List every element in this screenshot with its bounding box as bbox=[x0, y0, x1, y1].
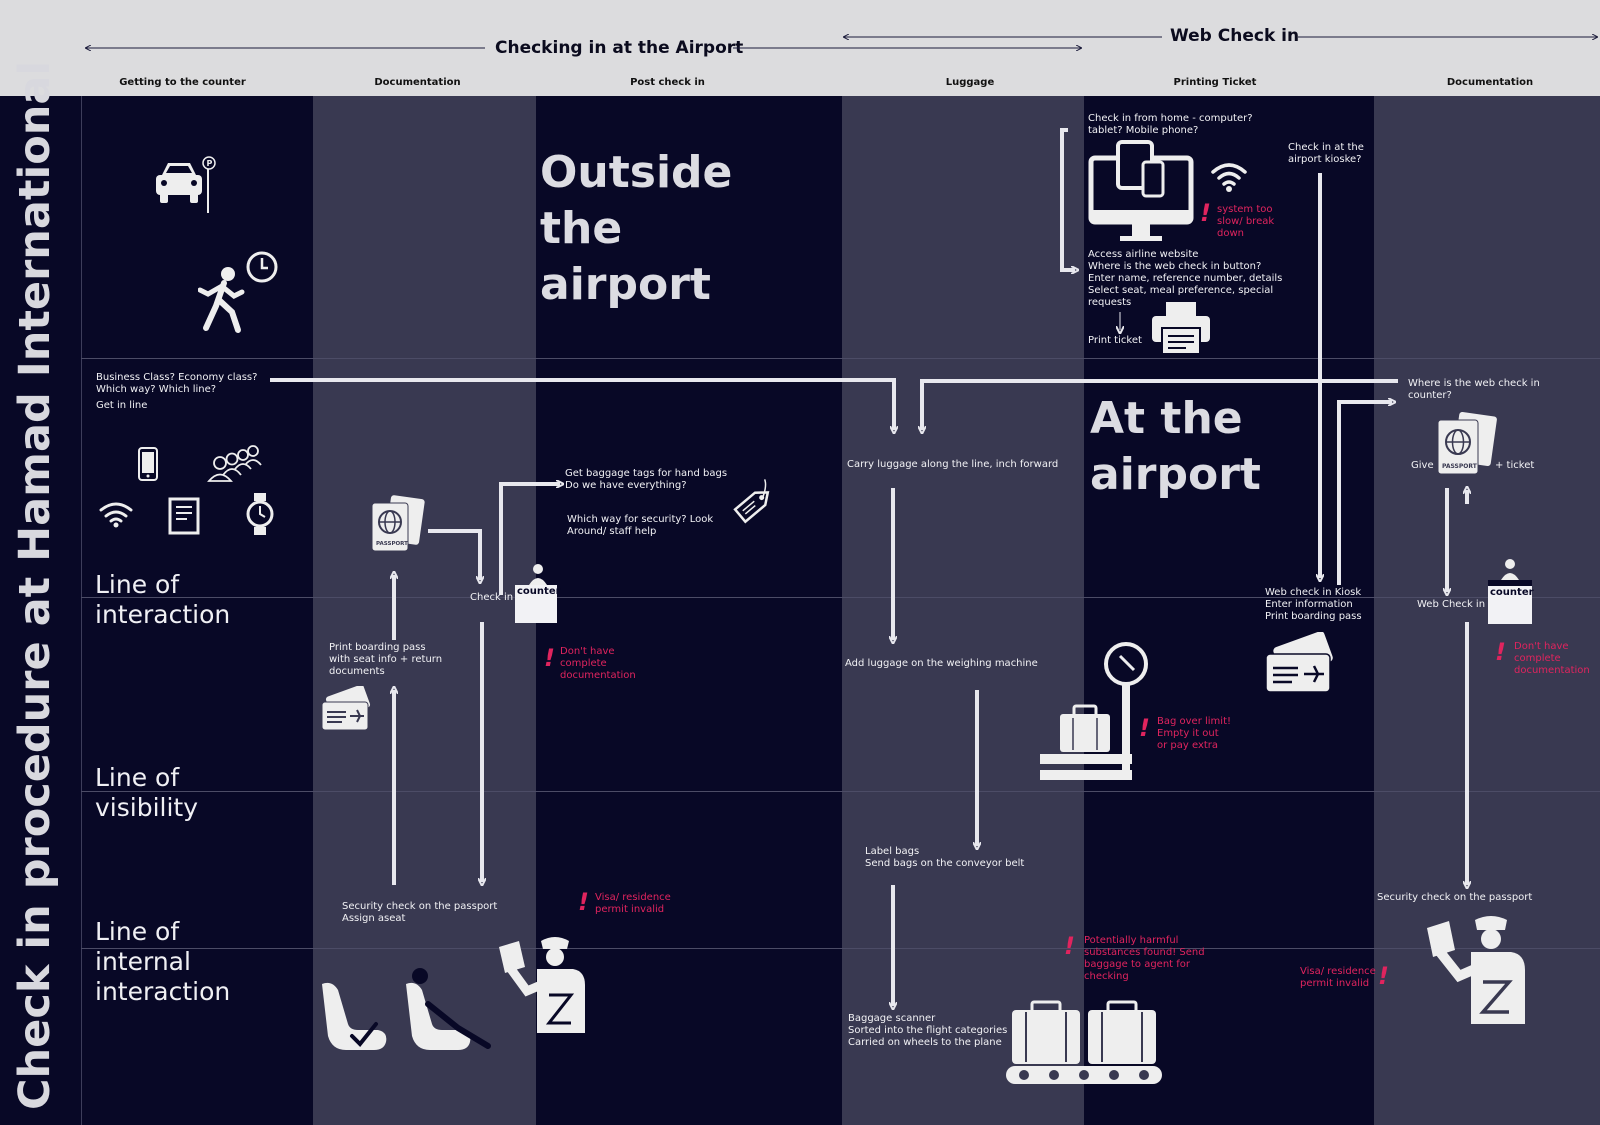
baggage-tags-text: Get baggage tags for hand bags Do we hav… bbox=[565, 468, 728, 491]
web-check-in-label: Web Check in bbox=[1417, 599, 1486, 610]
passport-officer-icon bbox=[499, 937, 585, 1033]
class-question-text: Business Class? Economy class? Which way… bbox=[96, 372, 258, 411]
plus-ticket-text: + ticket bbox=[1495, 460, 1535, 471]
mobile-phone-icon bbox=[138, 447, 158, 481]
divider-outside-at-airport bbox=[81, 358, 1600, 359]
row-label-line-of-internal-interaction: Line of internal interaction bbox=[95, 917, 231, 1006]
passport-icon-2: PASSPORT bbox=[1437, 412, 1497, 475]
svg-text:PASSPORT: PASSPORT bbox=[376, 541, 408, 547]
fail-point-system-icon: ! bbox=[1200, 199, 1211, 227]
title-bar bbox=[0, 96, 82, 1125]
wifi-icon bbox=[99, 502, 133, 528]
where-web-counter-text: Where is the web check in counter? bbox=[1408, 378, 1540, 401]
line-of-visibility-rule bbox=[81, 791, 1600, 792]
row-label-line-of-interaction: Line of interaction bbox=[95, 570, 231, 629]
queue-people-icon bbox=[207, 445, 262, 482]
empty-seat-check-icon bbox=[322, 982, 387, 1050]
row-label-line-of-visibility: Line of visibility bbox=[95, 763, 199, 822]
check-from-home-text: Check in from home - computer? tablet? M… bbox=[1088, 113, 1253, 136]
web-kiosk-text: Web check in Kiosk Enter information Pri… bbox=[1265, 587, 1362, 622]
fail-bag-over-limit-text: Bag over limit! Empty it out or pay extr… bbox=[1157, 716, 1231, 751]
check-in-counter-label: Check in bbox=[470, 592, 514, 603]
column-header-printing-ticket: Printing Ticket bbox=[1173, 77, 1257, 88]
security-check-passport-2-text: Security check on the passport bbox=[1377, 892, 1533, 903]
web-check-in-counter-box: counter bbox=[1488, 580, 1534, 624]
fail-no-documentation-text: Don't have complete documentation bbox=[560, 646, 636, 681]
wristwatch-icon bbox=[246, 493, 274, 535]
boarding-pass-icon bbox=[321, 686, 371, 731]
car-parking-icon: P bbox=[156, 156, 216, 213]
counter-agent-icon-2 bbox=[1501, 559, 1519, 580]
passport-officer-icon-2 bbox=[1427, 916, 1525, 1024]
print-boarding-pass-text: Print boarding pass with seat info + ret… bbox=[329, 642, 443, 677]
fail-point-visa-icon: ! bbox=[578, 888, 589, 916]
document-icon bbox=[168, 497, 200, 535]
svg-text:PASSPORT: PASSPORT bbox=[1442, 463, 1478, 470]
boarding-pass-icon-2 bbox=[1265, 632, 1333, 693]
line-of-internal-interaction-rule bbox=[81, 948, 1600, 949]
add-luggage-text: Add luggage on the weighing machine bbox=[845, 658, 1038, 669]
printer-icon bbox=[1152, 302, 1210, 355]
fail-point-no-documents-icon: ! bbox=[544, 644, 555, 672]
band-post-check-in bbox=[536, 96, 842, 1125]
fail-visa-2-text: Visa/ residence permit invalid bbox=[1300, 966, 1376, 989]
column-header-luggage: Luggage bbox=[945, 77, 995, 88]
kiosk-question-text: Check in at the airport kioske? bbox=[1288, 142, 1364, 165]
counter-agent-icon bbox=[529, 564, 547, 585]
fail-point-visa-2-icon: ! bbox=[1378, 962, 1389, 990]
weighing-scale-icon bbox=[1040, 642, 1148, 780]
band-documentation bbox=[313, 96, 536, 1125]
occupied-seat-icon bbox=[406, 968, 491, 1050]
wifi-icon-2 bbox=[1211, 163, 1247, 192]
baggage-scanner-text: Baggage scanner Sorted into the flight c… bbox=[848, 1013, 1008, 1048]
section-airport-label: Checking in at the Airport bbox=[495, 38, 744, 58]
svg-text:P: P bbox=[207, 159, 213, 168]
outside-the-airport-label: Outside the airport bbox=[540, 147, 733, 310]
fail-system-slow-text: system too slow/ break down bbox=[1217, 204, 1275, 239]
security-way-text: Which way for security? Look Around/ sta… bbox=[567, 514, 714, 537]
band-luggage bbox=[842, 96, 1084, 1125]
print-ticket-text: Print ticket bbox=[1088, 335, 1142, 346]
devices-icon bbox=[1088, 140, 1194, 241]
running-late-icon bbox=[198, 251, 278, 333]
access-website-text: Access airline website Where is the web … bbox=[1088, 249, 1283, 308]
column-header-documentation: Documentation bbox=[374, 77, 461, 88]
band-printing-ticket bbox=[1084, 96, 1374, 1125]
baggage-conveyor-icon bbox=[1006, 1000, 1162, 1084]
check-in-counter-box: counter bbox=[515, 585, 561, 623]
fail-harmful-substances-text: Potentially harmful substances found! Se… bbox=[1084, 935, 1205, 982]
fail-no-documentation-2-text: Don't have complete documentation bbox=[1514, 641, 1590, 676]
security-check-passport-text: Security check on the passport Assign as… bbox=[342, 901, 498, 924]
fail-point-no-documents-2-icon: ! bbox=[1495, 638, 1506, 666]
line-of-interaction-rule bbox=[81, 597, 1600, 598]
fail-visa-text: Visa/ residence permit invalid bbox=[595, 892, 671, 915]
carry-luggage-text: Carry luggage along the line, inch forwa… bbox=[847, 459, 1059, 470]
luggage-tag-icon bbox=[733, 479, 770, 524]
at-the-airport-label: At the airport bbox=[1090, 393, 1261, 500]
column-header-post-check-in: Post check in bbox=[630, 77, 705, 88]
band-getting-to-counter bbox=[81, 96, 313, 1125]
label-bags-text: Label bags Send bags on the conveyor bel… bbox=[865, 846, 1025, 869]
fail-point-harmful-icon: ! bbox=[1064, 932, 1075, 960]
section-web-label: Web Check in bbox=[1170, 26, 1300, 46]
fail-point-bag-limit-icon: ! bbox=[1139, 714, 1150, 742]
give-text: Give bbox=[1411, 460, 1434, 471]
passport-icon: PASSPORT bbox=[371, 495, 425, 552]
column-header-getting-to-counter: Getting to the counter bbox=[119, 77, 246, 88]
column-header-documentation-2: Documentation bbox=[1446, 77, 1534, 88]
